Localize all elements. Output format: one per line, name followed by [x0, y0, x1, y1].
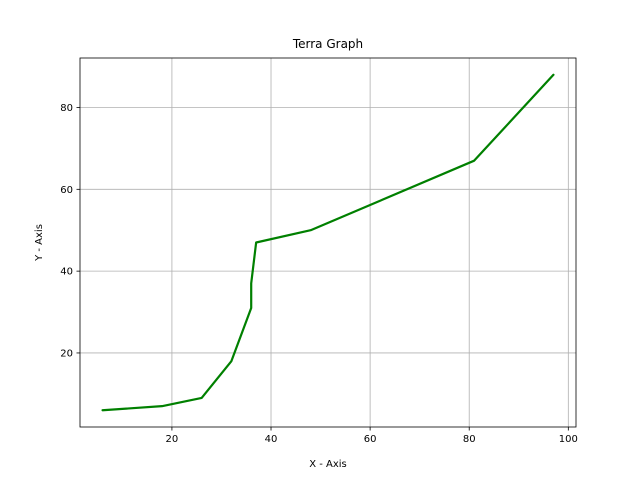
- plot-frame: [79, 57, 577, 428]
- x-tick-label: 40: [265, 434, 278, 445]
- y-tick-label: 80: [60, 103, 73, 114]
- y-axis-title: Y - Axis: [34, 224, 45, 262]
- grid: [80, 58, 576, 427]
- y-tick-label: 40: [60, 267, 73, 278]
- ticks: 20 40 60 80 100 20 40 60 80: [60, 103, 578, 445]
- series-layer: [101, 73, 555, 412]
- x-axis-title: X - Axis: [309, 459, 347, 470]
- x-tick-label: 60: [364, 434, 377, 445]
- y-tick-label: 60: [60, 185, 73, 196]
- x-tick-label: 80: [463, 434, 476, 445]
- x-tick-label: 20: [166, 434, 179, 445]
- series-line: [101, 73, 555, 412]
- x-tick-label: 100: [559, 434, 578, 445]
- y-tick-label: 20: [60, 348, 73, 359]
- plot-area: [80, 58, 576, 427]
- chart-title: Terra Graph: [292, 37, 363, 51]
